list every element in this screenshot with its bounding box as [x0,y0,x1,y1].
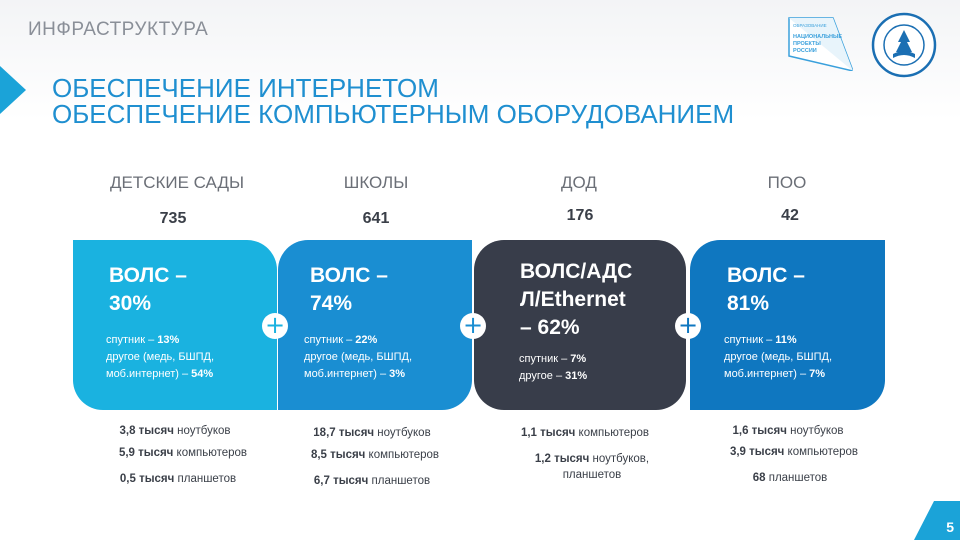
plus-icon: + [262,313,288,339]
section-label: ИНФРАСТРУКТУРА [28,19,209,40]
card-main-text: ВОЛС/АДС Л/Ethernet – 62% [520,260,633,339]
np-logo-line3: РОССИИ [793,48,817,54]
stat-line: 0,5 тысяч планшетов [119,473,237,485]
heading-dod: ДОД [561,173,597,192]
heading-schools: ШКОЛЫ [343,173,409,192]
count-poo: 42 [781,207,799,224]
stat-line: 1,6 тысяч ноутбуков [732,425,844,437]
accent-triangle [0,66,26,114]
card-kindergartens: ВОЛС – 30% спутник – 13% другое (медь, Б… [73,240,277,410]
page-title: ОБЕСПЕЧЕНИЕ ИНТЕРНЕТОМ ОБЕСПЕЧЕНИЕ КОМПЬ… [52,75,734,127]
stat-line: 18,7 тысяч ноутбуков [313,427,431,439]
book-icon [893,51,915,58]
card-main-text: ВОЛС – 30% [109,264,187,315]
title-line-1: ОБЕСПЕЧЕНИЕ ИНТЕРНЕТОМ [52,73,439,103]
stat-line: планшетов [562,469,622,481]
card-dod: ВОЛС/АДС Л/Ethernet – 62% спутник – 7% д… [474,240,686,410]
ministry-seal-logo [871,12,937,78]
plus-icon: + [675,313,701,339]
card-sub-text: спутник – 7% другое – 31% [519,353,588,382]
count-dod: 176 [566,207,594,224]
count-kindergartens: 735 [159,210,187,227]
stat-line: 68 планшетов [752,472,828,484]
stat-line: 6,7 тысяч планшетов [313,475,431,487]
national-projects-logo: ОБРАЗОВАНИЕ НАЦИОНАЛЬНЫЕ ПРОЕКТЫ РОССИИ [788,17,853,71]
stat-line: 1,2 тысяч ноутбуков, [534,453,650,465]
stat-line: 1,1 тысяч компьютеров [520,427,650,439]
heading-poo: ПОО [767,173,807,192]
card-sub-text: спутник – 13% другое (медь, БШПД, моб.ин… [106,334,215,380]
page-number-corner [914,501,934,540]
title-line-2: ОБЕСПЕЧЕНИЕ КОМПЬЮТЕРНЫМ ОБОРУДОВАНИЕМ [52,99,735,129]
heading-kindergartens: ДЕТСКИЕ САДЫ [109,173,245,192]
stat-line: 3,8 тысяч ноутбуков [119,425,231,437]
card-main-text: ВОЛС – 81% [727,264,805,315]
np-logo-top: ОБРАЗОВАНИЕ [793,23,827,28]
stat-line: 5,9 тысяч компьютеров [118,447,248,459]
tree-icon [896,30,912,52]
card-main-text: ВОЛС – 74% [310,264,388,315]
card-poo: ВОЛС – 81% спутник – 11% другое (медь, Б… [690,240,885,410]
card-schools: ВОЛС – 74% спутник – 22% другое (медь, Б… [278,240,472,410]
stat-line: 3,9 тысяч компьютеров [729,446,859,458]
np-logo-line2: ПРОЕКТЫ [793,41,821,47]
card-sub-text: спутник – 11% другое (медь, БШПД, моб.ин… [724,334,833,380]
page-number: 5 [946,519,954,535]
card-sub-text: спутник – 22% другое (медь, БШПД, моб.ин… [304,334,413,380]
np-logo-line1: НАЦИОНАЛЬНЫЕ [793,34,842,40]
plus-icon: + [460,313,486,339]
stat-line: 8,5 тысяч компьютеров [310,449,440,461]
count-schools: 641 [362,210,390,227]
